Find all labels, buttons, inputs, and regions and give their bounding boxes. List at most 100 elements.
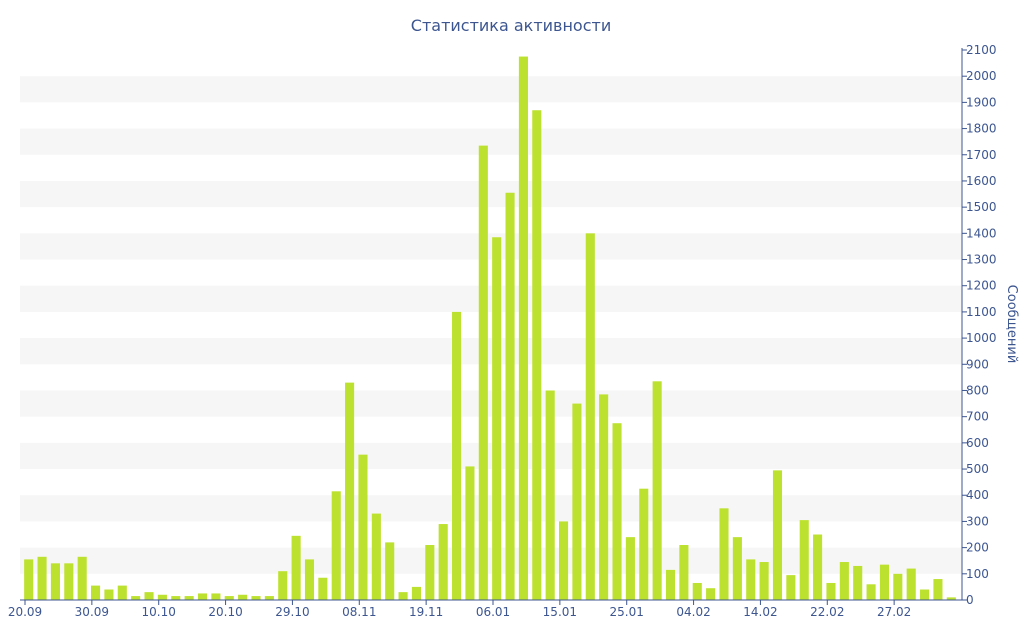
y-tick-label: 700: [966, 410, 989, 424]
bar[interactable]: [719, 508, 729, 600]
bar[interactable]: [465, 466, 475, 600]
bar[interactable]: [398, 592, 408, 600]
x-tick-label: 10.10: [142, 605, 176, 619]
grid-band: [20, 495, 962, 522]
y-tick-label: 1100: [966, 305, 997, 319]
y-tick-label: 1300: [966, 253, 997, 267]
y-tick-label: 1700: [966, 148, 997, 162]
y-tick-label: 2100: [966, 43, 997, 57]
y-tick-label: 1000: [966, 331, 997, 345]
bar[interactable]: [438, 524, 448, 600]
bar[interactable]: [77, 556, 87, 600]
bar[interactable]: [559, 521, 569, 600]
bar[interactable]: [104, 589, 114, 600]
grid-band: [20, 180, 962, 208]
bar[interactable]: [425, 545, 435, 600]
x-tick-label: 27.02: [877, 605, 911, 619]
bar[interactable]: [532, 110, 542, 601]
bar[interactable]: [144, 592, 154, 600]
bar[interactable]: [131, 596, 141, 600]
bar[interactable]: [197, 593, 208, 600]
bar[interactable]: [278, 571, 288, 600]
grid-band: [20, 128, 962, 155]
bar[interactable]: [612, 423, 622, 600]
bar[interactable]: [318, 577, 328, 600]
bar[interactable]: [264, 596, 274, 600]
bar[interactable]: [599, 394, 609, 600]
y-tick-label: 900: [966, 357, 989, 371]
bar[interactable]: [679, 545, 689, 600]
bar[interactable]: [692, 582, 702, 600]
bar[interactable]: [411, 586, 421, 600]
bar[interactable]: [946, 597, 956, 600]
bar[interactable]: [117, 585, 127, 600]
bar[interactable]: [518, 56, 528, 601]
grid-band: [20, 233, 962, 260]
bar[interactable]: [759, 562, 769, 600]
bar[interactable]: [746, 559, 756, 600]
bar[interactable]: [505, 192, 515, 601]
bar[interactable]: [572, 403, 582, 600]
bar[interactable]: [304, 559, 315, 600]
bar[interactable]: [799, 520, 809, 600]
bar[interactable]: [639, 488, 649, 600]
bar[interactable]: [385, 542, 395, 600]
bar[interactable]: [331, 491, 341, 600]
x-tick-label: 14.02: [743, 605, 777, 619]
bar[interactable]: [492, 237, 502, 600]
bar[interactable]: [238, 594, 248, 600]
bar[interactable]: [933, 579, 943, 600]
bar[interactable]: [866, 584, 876, 600]
bar[interactable]: [50, 563, 60, 600]
x-tick-label: 04.02: [676, 605, 710, 619]
bar[interactable]: [452, 311, 462, 600]
bar[interactable]: [893, 573, 903, 600]
x-tick-label: 06.01: [476, 605, 510, 619]
bar[interactable]: [786, 575, 796, 600]
bar[interactable]: [478, 145, 488, 600]
bar[interactable]: [291, 535, 301, 600]
bar[interactable]: [839, 562, 849, 600]
chart-title: Статистика активности: [411, 16, 611, 35]
x-tick-label: 15.01: [543, 605, 577, 619]
bar[interactable]: [24, 559, 34, 600]
bar[interactable]: [732, 537, 742, 600]
grid-band: [20, 338, 962, 365]
bar[interactable]: [853, 565, 863, 600]
bar[interactable]: [345, 382, 355, 600]
bar[interactable]: [91, 585, 101, 600]
bar[interactable]: [371, 513, 381, 600]
bar[interactable]: [211, 593, 221, 600]
bar[interactable]: [625, 537, 635, 600]
bar[interactable]: [224, 596, 234, 600]
bar[interactable]: [358, 454, 368, 600]
bar[interactable]: [652, 381, 662, 600]
bar[interactable]: [665, 569, 676, 600]
bar[interactable]: [64, 563, 74, 600]
bar[interactable]: [813, 534, 823, 600]
bar[interactable]: [920, 589, 930, 600]
bar[interactable]: [545, 390, 555, 600]
bar[interactable]: [879, 564, 889, 600]
bar[interactable]: [171, 596, 181, 600]
bar[interactable]: [772, 470, 783, 600]
bar[interactable]: [184, 596, 194, 600]
x-axis-ticks: 20.09 30.09 10.10 20.10 29.10 08.11 19.11 06.01…: [8, 600, 911, 619]
y-tick-label: 400: [966, 488, 989, 502]
bar[interactable]: [251, 596, 261, 600]
bar[interactable]: [585, 233, 595, 600]
y-tick-label: 100: [966, 567, 989, 581]
x-tick-label: 20.09: [8, 605, 42, 619]
bar[interactable]: [826, 582, 836, 600]
y-tick-label: 1600: [966, 174, 997, 188]
bar[interactable]: [906, 568, 916, 600]
x-tick-label: 29.10: [275, 605, 309, 619]
grid-band: [20, 390, 962, 417]
bar[interactable]: [706, 588, 716, 600]
bar[interactable]: [157, 594, 167, 600]
y-tick-label: 1800: [966, 122, 997, 136]
bar[interactable]: [37, 556, 47, 600]
grid-band: [20, 442, 962, 470]
